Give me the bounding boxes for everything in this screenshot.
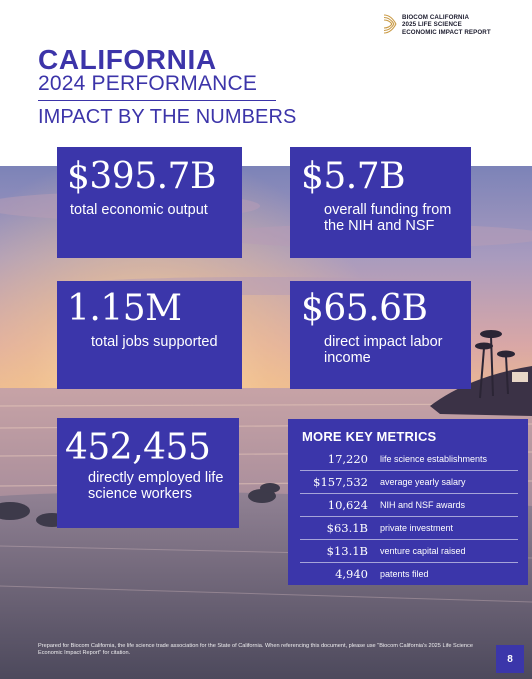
report-brand-text: BIOCOM CALIFORNIA 2025 LIFE SCIENCE ECON… bbox=[402, 14, 491, 36]
section-heading: IMPACT BY THE NUMBERS bbox=[38, 106, 297, 128]
stat-value: $395.7B bbox=[67, 156, 216, 197]
metric-row: 4,940 patents filed bbox=[300, 563, 518, 585]
stat-label: overall funding from the NIH and NSF bbox=[324, 202, 452, 234]
title-divider bbox=[38, 100, 276, 101]
report-year-line: 2025 LIFE SCIENCE bbox=[402, 21, 462, 29]
org-name: BIOCOM CALIFORNIA bbox=[402, 14, 470, 21]
metric-label: private investment bbox=[380, 523, 454, 533]
metric-label: NIH and NSF awards bbox=[380, 500, 466, 510]
metric-label: venture capital raised bbox=[380, 546, 466, 556]
metric-value: $13.1B bbox=[326, 544, 368, 558]
stat-card-employed-workers: 452,455 directly employed life science w… bbox=[57, 418, 239, 528]
biocom-logo-icon bbox=[383, 14, 397, 34]
report-brand: BIOCOM CALIFORNIA 2025 LIFE SCIENCE ECON… bbox=[382, 14, 491, 36]
metric-label: patents filed bbox=[380, 569, 429, 579]
metric-value: 4,940 bbox=[335, 567, 368, 581]
report-name-line: ECONOMIC IMPACT REPORT bbox=[402, 28, 491, 36]
metric-row: $157,532 average yearly salary bbox=[300, 471, 518, 494]
stat-value: $5.7B bbox=[301, 156, 406, 197]
metric-row: 10,624 NIH and NSF awards bbox=[300, 494, 518, 517]
stat-label: directly employed life science workers bbox=[88, 470, 224, 502]
page-number: 8 bbox=[496, 645, 524, 673]
page-subtitle: 2024 PERFORMANCE bbox=[38, 72, 258, 95]
stat-value: 1.15M bbox=[67, 288, 182, 329]
metric-row: $63.1B private investment bbox=[300, 517, 518, 540]
stat-value: 452,455 bbox=[65, 427, 211, 468]
key-metrics-panel: MORE KEY METRICS 17,220 life science est… bbox=[288, 419, 528, 585]
citation-note: Prepared for Biocom California, the life… bbox=[38, 643, 473, 656]
stat-card-nih-nsf-funding: $5.7B overall funding from the NIH and N… bbox=[290, 147, 471, 258]
key-metrics-list: 17,220 life science establishments $157,… bbox=[300, 448, 518, 585]
metric-row: $13.1B venture capital raised bbox=[300, 540, 518, 563]
stat-card-economic-output: $395.7B total economic output bbox=[57, 147, 242, 258]
stat-label: total economic output bbox=[70, 202, 208, 218]
stat-value: $65.6B bbox=[301, 288, 428, 329]
metric-value: 17,220 bbox=[327, 452, 368, 466]
stat-card-jobs-supported: 1.15M total jobs supported bbox=[57, 281, 242, 389]
metric-value: $63.1B bbox=[326, 521, 368, 535]
metric-label: life science establishments bbox=[380, 454, 488, 464]
stat-card-labor-income: $65.6B direct impact labor income bbox=[290, 281, 471, 389]
metric-value: $157,532 bbox=[313, 475, 368, 489]
metric-row: 17,220 life science establishments bbox=[300, 448, 518, 471]
metric-label: average yearly salary bbox=[380, 477, 466, 487]
metric-value: 10,624 bbox=[327, 498, 368, 512]
key-metrics-title: MORE KEY METRICS bbox=[302, 429, 437, 444]
page-title: CALIFORNIA bbox=[38, 44, 217, 75]
stat-label: direct impact labor income bbox=[324, 334, 443, 366]
stat-label: total jobs supported bbox=[91, 334, 218, 350]
